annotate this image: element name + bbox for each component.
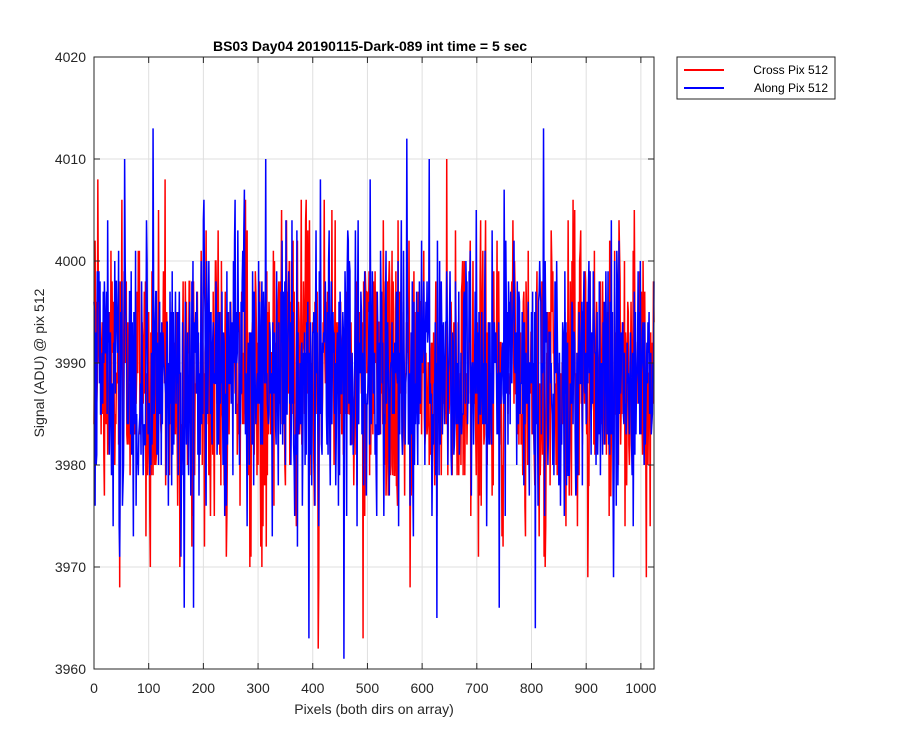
y-tick-label: 3980 bbox=[55, 457, 86, 473]
chart-title: BS03 Day04 20190115-Dark-089 int time = … bbox=[213, 38, 527, 54]
y-tick-label: 4020 bbox=[55, 49, 86, 65]
x-tick-label: 0 bbox=[90, 680, 98, 696]
legend: Cross Pix 512 Along Pix 512 bbox=[676, 56, 836, 100]
y-tick-label: 3990 bbox=[55, 355, 86, 371]
legend-label-cross: Cross Pix 512 bbox=[753, 63, 828, 77]
y-tick-labels: 3960 3970 3980 3990 4000 4010 4020 bbox=[55, 49, 86, 677]
x-tick-label: 600 bbox=[410, 680, 434, 696]
x-tick-label: 700 bbox=[465, 680, 489, 696]
legend-box bbox=[676, 56, 836, 100]
x-tick-labels: 0 100 200 300 400 500 600 700 800 900 1000 bbox=[90, 680, 657, 696]
y-tick-label: 3960 bbox=[55, 661, 86, 677]
x-tick-label: 100 bbox=[137, 680, 161, 696]
y-axis-label: Signal (ADU) @ pix 512 bbox=[31, 288, 47, 437]
x-tick-label: 500 bbox=[356, 680, 380, 696]
y-tick-label: 3970 bbox=[55, 559, 86, 575]
legend-label-along: Along Pix 512 bbox=[754, 81, 828, 95]
y-tick-label: 4010 bbox=[55, 151, 86, 167]
series-line-along bbox=[93, 128, 655, 659]
x-tick-label: 400 bbox=[301, 680, 325, 696]
x-tick-label: 1000 bbox=[625, 680, 656, 696]
series-lines bbox=[93, 128, 655, 659]
x-tick-label: 800 bbox=[520, 680, 544, 696]
x-axis-label: Pixels (both dirs on array) bbox=[294, 701, 454, 717]
x-tick-label: 200 bbox=[192, 680, 216, 696]
y-tick-label: 4000 bbox=[55, 253, 86, 269]
tick-marks bbox=[93, 56, 654, 670]
x-tick-label: 900 bbox=[575, 680, 599, 696]
x-tick-label: 300 bbox=[246, 680, 270, 696]
